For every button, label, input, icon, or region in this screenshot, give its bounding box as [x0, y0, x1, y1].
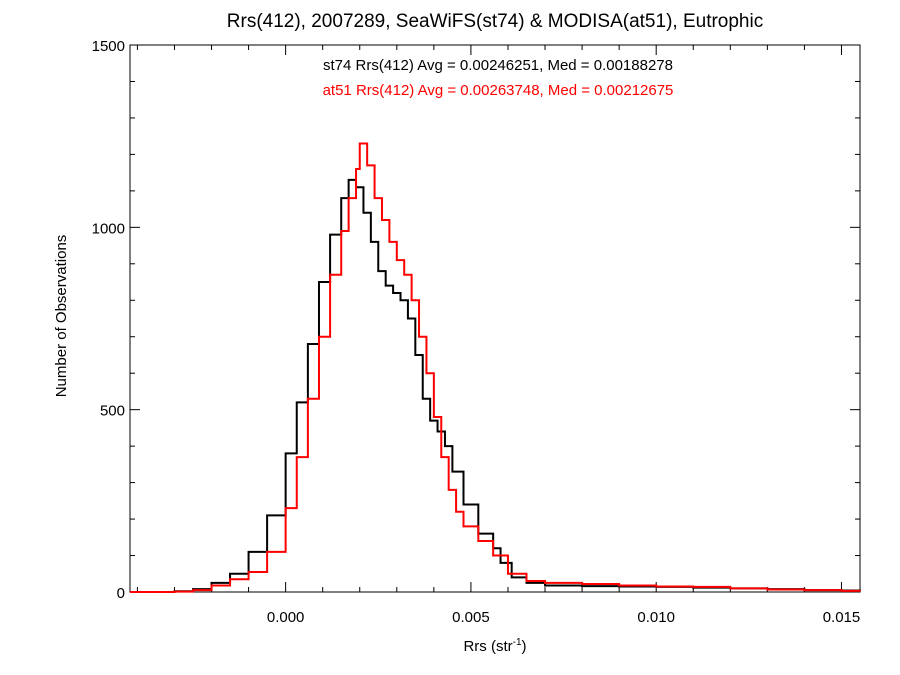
stats-text-st74: st74 Rrs(412) Avg = 0.00246251, Med = 0.…: [323, 57, 673, 74]
y-tick-label: 1000: [92, 220, 125, 237]
y-axis-label: Number of Observations: [53, 235, 70, 398]
x-axis-label-main: Rrs (str: [463, 638, 512, 655]
y-tick-label: 500: [100, 403, 125, 420]
x-axis-label: Rrs (str-1): [463, 637, 526, 655]
x-tick-label: 0.015: [823, 609, 861, 626]
x-axis-label-close: ): [522, 638, 527, 655]
plot-frame: [129, 44, 861, 593]
stats-text-at51: at51 Rrs(412) Avg = 0.00263748, Med = 0.…: [323, 82, 674, 99]
x-axis-label-superscript: -1: [513, 637, 522, 648]
series-line-at51: [130, 142, 861, 593]
x-tick-label: 0.005: [452, 609, 490, 626]
y-tick-label: 0: [117, 585, 125, 602]
series-layer: [130, 142, 861, 593]
chart-title: Rrs(412), 2007289, SeaWiFS(st74) & MODIS…: [227, 11, 763, 32]
axis-ticks: 0.000 0.005 0.010 0.015 0 500 1000 1500: [92, 38, 861, 626]
series-line-st74: [130, 178, 861, 593]
x-tick-label: 0.010: [637, 609, 675, 626]
y-tick-label: 1500: [92, 38, 125, 55]
x-tick-label: 0.000: [267, 609, 305, 626]
plot-area-border: [129, 44, 861, 593]
